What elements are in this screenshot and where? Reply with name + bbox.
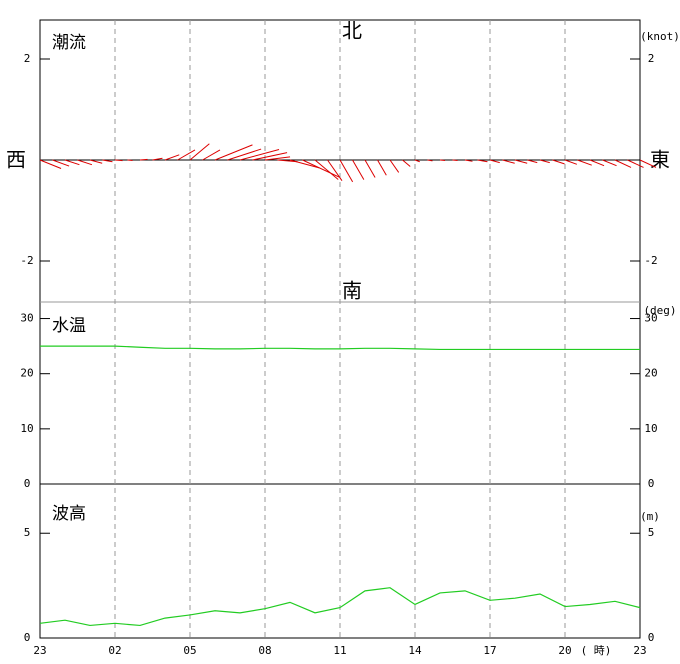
current-vector bbox=[65, 160, 79, 165]
current-vector bbox=[165, 155, 179, 160]
current-vector bbox=[628, 160, 644, 167]
west-label: 西 bbox=[6, 148, 26, 172]
x-tick-label: 23 bbox=[633, 644, 646, 657]
current-vector bbox=[390, 160, 399, 172]
current-vector bbox=[553, 160, 565, 164]
y-tick-label: 5 bbox=[648, 526, 655, 539]
y-tick-label: 2 bbox=[24, 52, 31, 65]
y-tick-label: 20 bbox=[20, 367, 33, 380]
unit-label: (knot) bbox=[640, 30, 680, 43]
current-vector bbox=[603, 160, 617, 166]
y-tick-label: 10 bbox=[644, 422, 657, 435]
current-vector bbox=[365, 160, 375, 177]
current-vector bbox=[403, 160, 411, 166]
current-vector bbox=[378, 160, 387, 175]
y-tick-label: 0 bbox=[648, 631, 655, 644]
y-tick-label: 5 bbox=[24, 526, 31, 539]
current-vector bbox=[615, 160, 631, 167]
y-tick-label: 0 bbox=[24, 477, 31, 490]
y-tick-label: 0 bbox=[648, 477, 655, 490]
x-tick-label: 20 bbox=[558, 644, 571, 657]
current-vector bbox=[328, 160, 342, 181]
east-label: 東 bbox=[650, 148, 670, 172]
current-vector bbox=[253, 153, 288, 160]
x-tick-label: 14 bbox=[408, 644, 422, 657]
south-label: 南 bbox=[342, 279, 362, 303]
x-tick-label: 05 bbox=[183, 644, 196, 657]
current-vector bbox=[340, 160, 353, 182]
current-vector bbox=[140, 159, 148, 160]
y-tick-label: -2 bbox=[644, 254, 657, 267]
x-tick-label: 11 bbox=[333, 644, 346, 657]
current-vector bbox=[578, 160, 592, 165]
current-vector bbox=[565, 160, 577, 164]
north-label: 北 bbox=[342, 19, 362, 43]
y-tick-label: 20 bbox=[644, 367, 657, 380]
current-vector bbox=[203, 150, 220, 160]
y-tick-label: 10 bbox=[20, 422, 33, 435]
x-tick-label: 23 bbox=[33, 644, 46, 657]
unit-label: (m) bbox=[640, 510, 660, 523]
current-vector bbox=[115, 160, 123, 161]
y-tick-label: 2 bbox=[648, 52, 655, 65]
current-vector bbox=[78, 160, 92, 165]
x-tick-label: 08 bbox=[258, 644, 271, 657]
x-unit: ( 時) bbox=[581, 644, 612, 657]
y-tick-label: 30 bbox=[20, 312, 33, 325]
x-tick-label: 17 bbox=[483, 644, 496, 657]
panel-title: 潮流 bbox=[52, 33, 86, 53]
panel-title: 波高 bbox=[52, 504, 86, 524]
current-vector bbox=[40, 160, 61, 169]
panel-title: 水温 bbox=[52, 316, 86, 336]
y-tick-label: -2 bbox=[20, 254, 33, 267]
y-tick-label: 0 bbox=[24, 631, 31, 644]
current-vector bbox=[353, 160, 364, 180]
current-vector bbox=[590, 160, 604, 166]
y-tick-label: 30 bbox=[644, 312, 657, 325]
x-tick-label: 02 bbox=[108, 644, 121, 657]
